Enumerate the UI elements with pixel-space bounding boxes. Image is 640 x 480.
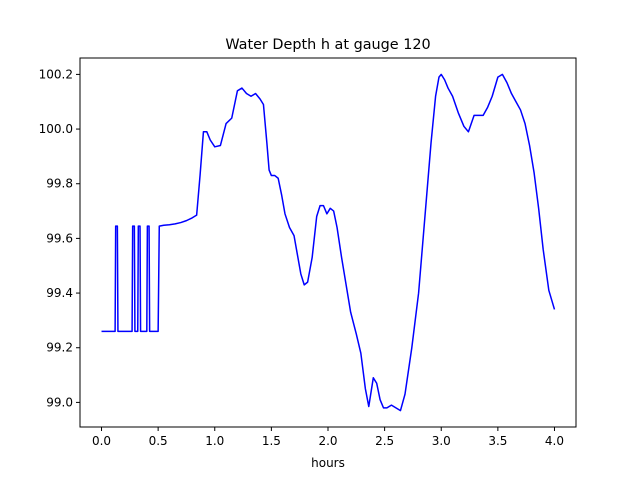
x-axis: 0.0 0.5 1.0 1.5 2.0 2.5 3.0 3.5 4.0 — [92, 427, 564, 448]
y-tick-label: 99.0 — [46, 395, 73, 409]
y-tick-label: 99.8 — [46, 177, 73, 191]
x-tick-label: 0.5 — [149, 434, 168, 448]
chart-title: Water Depth h at gauge 120 — [225, 37, 430, 53]
x-tick-label: 1.5 — [262, 434, 281, 448]
x-tick-label: 2.5 — [375, 434, 394, 448]
x-axis-label: hours — [311, 456, 345, 470]
y-tick-label: 99.2 — [46, 341, 73, 355]
x-tick-label: 4.0 — [545, 434, 564, 448]
y-tick-label: 100.2 — [39, 67, 73, 81]
x-tick-label: 2.0 — [318, 434, 337, 448]
y-axis: 99.0 99.2 99.4 99.6 99.8 100.0 100.2 — [39, 67, 80, 409]
x-tick-label: 1.0 — [205, 434, 224, 448]
series-group — [101, 73, 556, 412]
y-tick-label: 100.0 — [39, 122, 73, 136]
x-tick-label: 3.5 — [488, 434, 507, 448]
x-tick-label: 3.0 — [432, 434, 451, 448]
y-tick-label: 99.6 — [46, 231, 73, 245]
y-tick-label: 99.4 — [46, 286, 73, 300]
x-tick-label: 0.0 — [92, 434, 111, 448]
plot-area — [79, 57, 577, 428]
series-line — [101, 73, 556, 412]
